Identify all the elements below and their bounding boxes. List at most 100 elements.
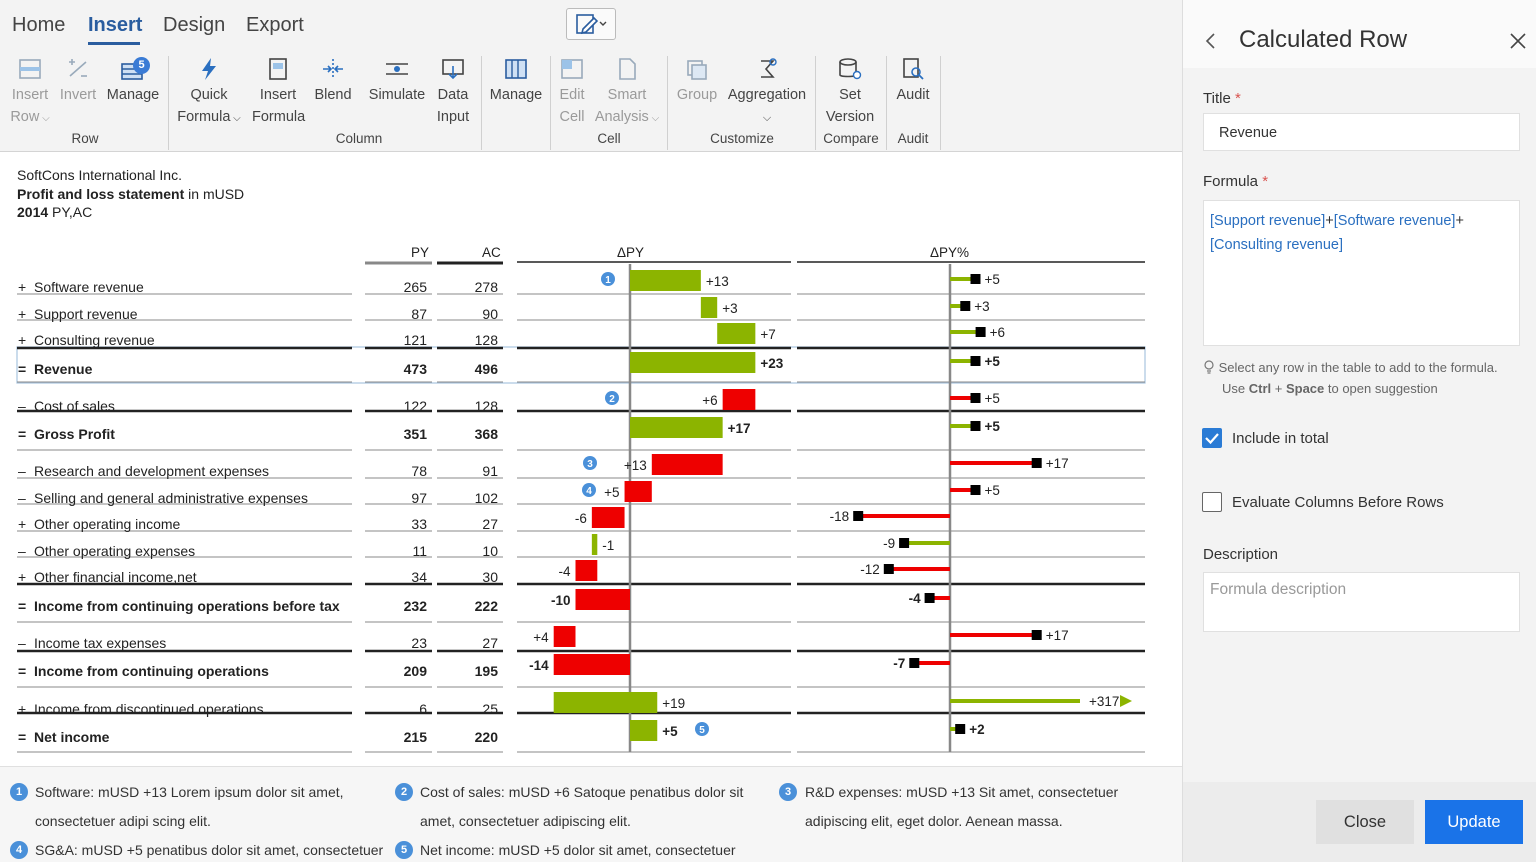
cell-py[interactable]: 97	[411, 490, 427, 506]
simulate-button[interactable]: Simulate	[366, 56, 428, 106]
evaluate-columns-label[interactable]: Evaluate Columns Before Rows	[1232, 494, 1444, 511]
table-row[interactable]: + Support revenue	[18, 306, 138, 322]
cell-ac[interactable]: 27	[482, 516, 498, 532]
comment-2[interactable]: Cost of sales: mUSD +6 Satoque penatibus…	[420, 778, 775, 836]
cell-ac[interactable]: 25	[482, 701, 498, 717]
dpy-bar[interactable]	[575, 589, 631, 610]
dpy-bar[interactable]	[591, 507, 625, 528]
cell-py[interactable]: 33	[411, 516, 427, 532]
comment-5[interactable]: Net income: mUSD +5 dolor sit amet, cons…	[420, 836, 775, 862]
cell-ac[interactable]: 128	[474, 398, 498, 414]
comment-1[interactable]: Software: mUSD +13 Lorem ipsum dolor sit…	[35, 778, 390, 836]
evaluate-columns-checkbox[interactable]	[1202, 492, 1222, 512]
dpy-bar[interactable]	[624, 481, 652, 502]
close-button[interactable]: Close	[1316, 800, 1414, 844]
data-input-button[interactable]: Data Input	[434, 56, 472, 128]
insert-formula-button[interactable]: Insert Formula	[252, 56, 305, 128]
cell-ac[interactable]: 102	[474, 490, 498, 506]
cell-py[interactable]: 232	[403, 598, 427, 614]
invert-button[interactable]: Invert	[58, 56, 98, 106]
cell-py[interactable]: 11	[412, 543, 427, 559]
quick-formula-button[interactable]: Quick Formula ⌵	[176, 56, 242, 130]
comment-marker[interactable]	[583, 456, 597, 470]
cell-ac[interactable]: 195	[474, 663, 498, 679]
dpy-bar[interactable]	[630, 417, 723, 438]
comment-marker[interactable]	[601, 272, 615, 286]
dpy-bar[interactable]	[722, 389, 756, 410]
table-row[interactable]: + Consulting revenue	[18, 332, 155, 348]
dpy-bar[interactable]	[553, 654, 630, 675]
cell-ac[interactable]: 30	[482, 569, 498, 585]
include-in-total-checkbox[interactable]	[1202, 428, 1222, 448]
comment-marker[interactable]	[695, 722, 709, 736]
comment-marker[interactable]	[605, 391, 619, 405]
cell-ac[interactable]: 128	[474, 332, 498, 348]
table-row[interactable]: = Net income	[18, 729, 109, 745]
table-row[interactable]: + Income from discontinued operations	[18, 701, 264, 717]
dpy-bar[interactable]	[717, 323, 756, 344]
cell-py[interactable]: 209	[403, 663, 427, 679]
dpy-bar[interactable]	[553, 626, 576, 647]
chevron-left-icon[interactable]	[1203, 32, 1217, 50]
aggregation-button[interactable]: Aggregation ⌵	[724, 56, 810, 129]
cell-ac[interactable]: 278	[474, 279, 498, 295]
dpy-bar[interactable]	[591, 534, 598, 555]
table-row[interactable]: – Selling and general administrative expe…	[18, 490, 308, 506]
cell-ac[interactable]: 91	[482, 463, 498, 479]
table-row[interactable]: + Other financial income,net	[18, 569, 197, 585]
cell-ac[interactable]: 90	[482, 306, 498, 322]
table-row[interactable]: = Income from continuing operations	[18, 663, 269, 679]
tab-design[interactable]: Design	[163, 14, 226, 36]
cell-ac[interactable]: 496	[474, 361, 498, 377]
table-row[interactable]: = Gross Profit	[18, 426, 115, 442]
dpy-bar[interactable]	[575, 560, 598, 581]
blend-button[interactable]: Blend	[312, 56, 354, 106]
include-in-total-label[interactable]: Include in total	[1232, 430, 1329, 447]
set-version-button[interactable]: Set Version	[822, 56, 878, 128]
dpy-bar[interactable]	[651, 454, 723, 475]
cell-py[interactable]: 23	[411, 635, 427, 651]
cell-py[interactable]: 473	[403, 361, 427, 377]
audit-button[interactable]: Audit	[892, 56, 934, 106]
cell-py[interactable]: 78	[411, 463, 427, 479]
cell-ac[interactable]: 10	[482, 543, 498, 559]
table-row[interactable]: – Cost of sales	[18, 398, 115, 414]
table-row[interactable]: – Other operating expenses	[18, 543, 195, 559]
dpy-bar[interactable]	[700, 297, 718, 318]
insert-row-button[interactable]: Insert Row ⌵	[8, 56, 52, 130]
comment-4[interactable]: SG&A: mUSD +5 penatibus dolor sit amet, …	[35, 836, 395, 862]
tab-export[interactable]: Export	[246, 14, 304, 36]
manage-column-button[interactable]: Manage	[487, 56, 545, 106]
cell-py[interactable]: 122	[403, 398, 427, 414]
close-icon[interactable]	[1509, 32, 1527, 50]
dpy-bar[interactable]	[630, 270, 701, 291]
cell-py[interactable]: 351	[403, 426, 427, 442]
group-button[interactable]: Group	[674, 56, 720, 106]
dpy-bar[interactable]	[630, 720, 658, 741]
table-row[interactable]: + Other operating income	[18, 516, 180, 532]
table-row[interactable]: + Software revenue	[18, 279, 144, 295]
cell-py[interactable]: 87	[411, 306, 427, 322]
smart-analysis-button[interactable]: Smart Analysis ⌵	[594, 56, 660, 130]
cell-ac[interactable]: 222	[474, 598, 498, 614]
title-input[interactable]: Revenue	[1203, 113, 1520, 151]
cell-py[interactable]: 6	[419, 701, 427, 717]
table-row[interactable]: – Income tax expenses	[18, 635, 166, 651]
comment-marker[interactable]	[582, 483, 596, 497]
dpy-bar[interactable]	[553, 692, 658, 713]
table-row[interactable]: – Research and development expenses	[18, 463, 269, 479]
description-textarea[interactable]: Formula description	[1203, 572, 1520, 632]
cell-ac[interactable]: 27	[482, 635, 498, 651]
cell-ac[interactable]: 368	[474, 426, 498, 442]
dpy-bar[interactable]	[630, 352, 756, 373]
cell-py[interactable]: 34	[411, 569, 427, 585]
comment-3[interactable]: R&D expenses: mUSD +13 Sit amet, consect…	[805, 778, 1160, 836]
table-row[interactable]: = Revenue	[18, 361, 92, 377]
cell-py[interactable]: 265	[403, 279, 427, 295]
cell-py[interactable]: 215	[403, 729, 427, 745]
tab-home[interactable]: Home	[12, 14, 66, 36]
edit-mode-toggle[interactable]	[566, 8, 616, 40]
table-row[interactable]: = Income from continuing operations befor…	[18, 598, 340, 614]
cell-ac[interactable]: 220	[474, 729, 498, 745]
edit-cell-button[interactable]: Edit Cell	[556, 56, 588, 128]
